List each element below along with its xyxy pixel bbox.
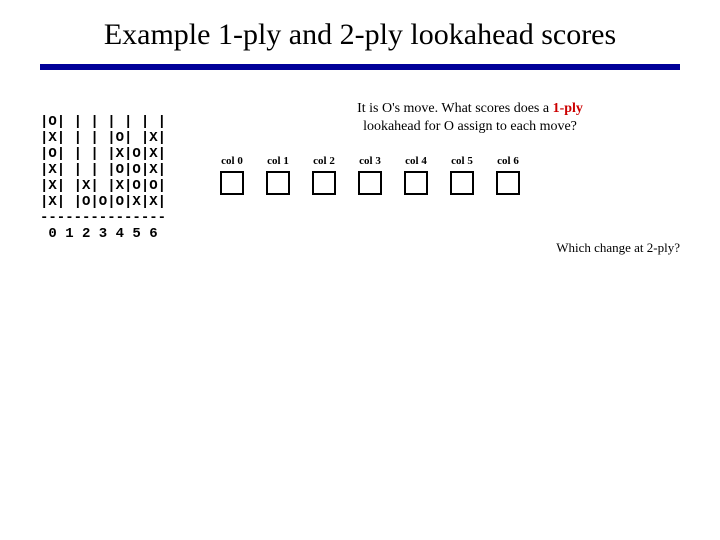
board-row: |X| |X| |X|O|O|: [40, 178, 166, 194]
slide-title: Example 1-ply and 2-ply lookahead scores: [0, 18, 720, 52]
board-row: 0 1 2 3 4 5 6: [40, 226, 158, 242]
column-label: col 0: [221, 155, 243, 167]
score-column: col 3: [358, 155, 382, 195]
footer-question: Which change at 2-ply?: [556, 240, 680, 256]
column-label: col 1: [267, 155, 289, 167]
score-column: col 6: [496, 155, 520, 195]
score-box: [266, 171, 290, 195]
prompt-highlight: 1-ply: [553, 101, 583, 116]
board-row: |X| | | |O|O|X|: [40, 162, 166, 178]
score-columns: col 0 col 1 col 2 col 3 col 4 col 5 col …: [220, 155, 520, 195]
score-column: col 5: [450, 155, 474, 195]
column-label: col 6: [497, 155, 519, 167]
score-box: [450, 171, 474, 195]
prompt-line1-prefix: It is O's move. What scores does a: [357, 101, 553, 116]
score-column: col 0: [220, 155, 244, 195]
board-row: |X| |O|O|O|X|X|: [40, 194, 166, 210]
game-board: |O| | | | | | | |X| | | |O| |X| |O| | | …: [40, 114, 166, 242]
column-label: col 5: [451, 155, 473, 167]
score-column: col 2: [312, 155, 336, 195]
score-box: [496, 171, 520, 195]
score-box: [312, 171, 336, 195]
score-column: col 1: [266, 155, 290, 195]
score-box: [404, 171, 428, 195]
score-box: [220, 171, 244, 195]
column-label: col 3: [359, 155, 381, 167]
board-row: |O| | | | | | |: [40, 114, 166, 130]
board-row: |X| | | |O| |X|: [40, 130, 166, 146]
prompt-line2: lookahead for O assign to each move?: [363, 119, 577, 134]
score-box: [358, 171, 382, 195]
title-underline-bar: [40, 64, 680, 70]
board-row: ---------------: [40, 210, 166, 226]
board-row: |O| | | |X|O|X|: [40, 146, 166, 162]
slide: Example 1-ply and 2-ply lookahead scores…: [0, 0, 720, 540]
column-label: col 2: [313, 155, 335, 167]
score-column: col 4: [404, 155, 428, 195]
prompt-text: It is O's move. What scores does a 1-ply…: [260, 100, 680, 136]
column-label: col 4: [405, 155, 427, 167]
